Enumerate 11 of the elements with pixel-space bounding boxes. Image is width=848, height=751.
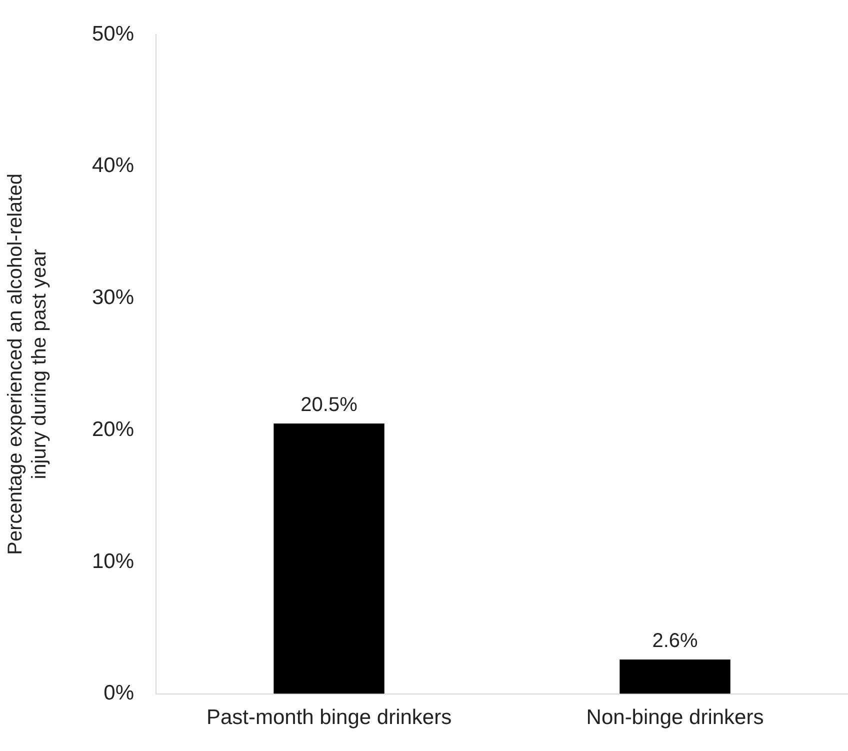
y-tick-label: 30% — [92, 286, 134, 310]
y-tick-label: 40% — [92, 154, 134, 178]
y-tick-label: 20% — [92, 418, 134, 441]
y-tick-label: 50% — [92, 22, 134, 46]
y-tick-label: 0% — [104, 682, 134, 705]
data-label: 20.5% — [300, 394, 358, 416]
y-axis-title: Percentage experienced an alcohol-related injury during the past year — [4, 174, 51, 555]
data-label: 2.6% — [652, 630, 698, 652]
x-tick-label: Past-month binge drinkers — [206, 706, 452, 730]
y-tick-label: 10% — [92, 550, 134, 573]
x-tick-label: Non-binge drinkers — [586, 706, 764, 730]
